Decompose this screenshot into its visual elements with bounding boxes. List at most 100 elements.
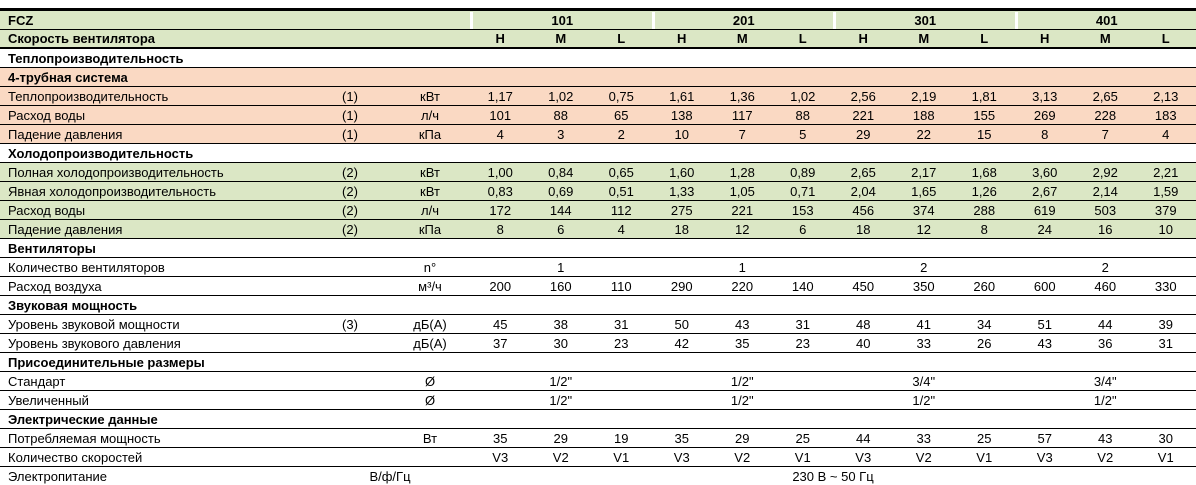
data-row: Количество скоростей V3 V2 V1 V3 V2 V1 V3 V2 V1 V3… [0,448,1196,467]
value-cell: 2 [920,259,928,275]
value-cell: V1 [613,449,630,465]
data-row: Падение давления (1) кПа 4 3 2 10 7 5 29 22 15 8 7 4 [0,125,1196,144]
value-cell: 101 [489,107,512,123]
value-cell: 138 [670,107,693,123]
value-cell: 2,19 [911,88,937,104]
value-cell: 0,65 [608,164,634,180]
value-cell: 50 [674,316,689,332]
value-cell: 88 [553,107,568,123]
row-label: Теплопроизводительность [8,88,169,104]
value-cell: 2,21 [1153,164,1179,180]
value-cell: 2,14 [1092,183,1118,199]
data-row: Потребляемая мощность Вт 35 29 19 35 29 25 44 33 2… [0,429,1196,448]
value-cell: 0,89 [790,164,816,180]
value-cell: 260 [973,278,996,294]
value-cell: 1,02 [548,88,574,104]
row-note: (1) [342,88,358,104]
value-cell: 33 [916,430,931,446]
speed-header: H [677,31,687,46]
value-cell: 110 [610,278,632,294]
value-cell: 2,92 [1092,164,1118,180]
value-cell: 51 [1037,316,1052,332]
value-cell: 2,56 [850,88,876,104]
value-cell: 36 [1098,335,1113,351]
value-cell: 2,17 [911,164,937,180]
row-label: Стандарт [8,373,66,389]
section-title: Вентиляторы [8,240,96,256]
speed-header: M [918,31,930,46]
value-cell: 12 [735,221,750,237]
section-row: Холодопроизводительность [0,144,1196,163]
row-note: (2) [342,164,358,180]
value-cell: 18 [674,221,689,237]
value-cell: 1,61 [669,88,695,104]
section-title: 4-трубная система [8,69,128,85]
row-note: (2) [342,221,358,237]
value-cell: 45 [493,316,508,332]
value-cell: 44 [856,430,871,446]
value-cell: 230 В ~ 50 Гц [792,468,874,484]
value-cell: 22 [916,126,931,142]
value-cell: V1 [976,449,993,465]
row-label: Расход воды [8,202,86,218]
value-cell: 0,83 [487,183,513,199]
value-cell: 2,67 [1032,183,1058,199]
value-cell: 40 [856,335,871,351]
value-cell: 10 [1158,221,1173,237]
value-cell: 48 [856,316,871,332]
value-cell: 6 [799,221,807,237]
model-number: 101 [470,11,652,29]
value-cell: 503 [1094,202,1117,218]
value-cell: 1/2" [912,392,936,408]
row-unit: Ø [424,392,436,408]
value-cell: 12 [916,221,931,237]
value-cell: 3 [557,126,565,142]
value-cell: 456 [852,202,875,218]
value-cell: 1 [557,259,565,275]
value-cell: V2 [734,449,751,465]
section-row: Теплопроизводительность [0,49,1196,68]
value-cell: 30 [553,335,568,351]
section-row: 4-трубная система [0,68,1196,87]
speed-header: H [1040,31,1050,46]
value-cell: 2,65 [1092,88,1118,104]
value-cell: 1/2" [730,392,754,408]
value-cell: 88 [795,107,810,123]
data-row: Расход воздуха м³/ч 200 160 110 290 220 140 450 3… [0,277,1196,296]
section-title: Электрические данные [8,411,158,427]
speed-header: M [555,31,567,46]
value-cell: 31 [1158,335,1173,351]
value-cell: 330 [1154,278,1177,294]
value-cell: 1/2" [1093,392,1117,408]
value-cell: 1,02 [790,88,816,104]
value-cell: 15 [977,126,992,142]
row-label: Количество скоростей [8,449,143,465]
row-unit: кВт [420,164,440,180]
value-cell: 7 [1101,126,1109,142]
value-cell: 1/2" [730,373,754,389]
row-label: Уровень звуковой мощности [8,316,180,332]
speed-header: L [617,31,626,46]
row-label: Расход воздуха [8,278,102,294]
row-label: Количество вентиляторов [8,259,165,275]
value-cell: 153 [791,202,814,218]
value-cell: 1,60 [669,164,695,180]
value-cell: 600 [1033,278,1056,294]
value-cell: 172 [489,202,512,218]
row-label: Потребляемая мощность [8,430,161,446]
value-cell: 31 [614,316,629,332]
fan-speed-label: Скорость вентилятора [8,31,155,46]
value-cell: 43 [735,316,750,332]
model-number: 301 [833,11,1015,29]
value-cell: V2 [1097,449,1114,465]
value-cell: 0,84 [548,164,574,180]
speed-header: M [1099,31,1111,46]
section-title: Холодопроизводительность [8,145,194,161]
speed-header: H [495,31,505,46]
data-row: Электропитание В/ф/Гц 230 В ~ 50 Гц [0,467,1196,485]
row-label: Падение давления [8,221,123,237]
value-cell: 112 [610,202,632,218]
speed-header: H [858,31,868,46]
value-cell: 288 [973,202,996,218]
value-cell: 23 [795,335,810,351]
